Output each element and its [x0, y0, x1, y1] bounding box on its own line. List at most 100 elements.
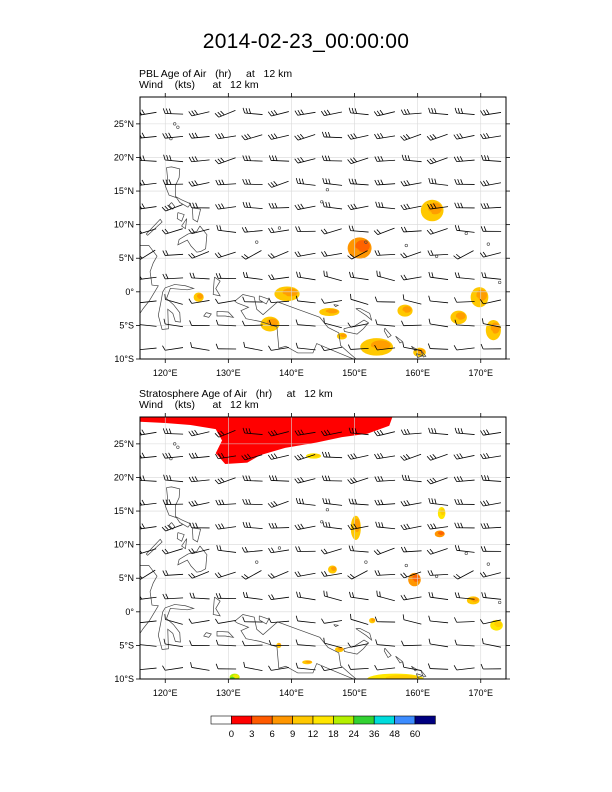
wind-barb: [242, 178, 263, 185]
wind-barb: [348, 178, 369, 186]
wind-barb: [374, 179, 396, 186]
wind-barb: [428, 427, 449, 435]
wind-barb: [481, 154, 502, 162]
wind-barb: [481, 272, 502, 280]
wind-barb: [162, 665, 184, 671]
wind-barb: [400, 274, 422, 281]
wind-barb: [162, 593, 184, 600]
coastline: [383, 327, 392, 338]
wind-barb: [162, 250, 184, 256]
wind-barb: [267, 500, 289, 508]
wind-barb: [242, 427, 263, 435]
island: [498, 280, 502, 285]
wind-barb: [376, 590, 395, 602]
colorbar-swatch: [210, 715, 232, 725]
coastline: [234, 294, 357, 359]
wind-barb: [215, 663, 237, 670]
wind-barb: [188, 180, 210, 187]
wind-barb: [140, 300, 157, 304]
y-tick-label: 20°N: [114, 152, 134, 162]
wind-barb: [376, 270, 395, 282]
wind-barb: [215, 273, 237, 279]
wind-barb: [321, 298, 343, 304]
wind-barb: [320, 429, 342, 436]
colorbar-swatch: [394, 715, 416, 725]
wind-barb: [294, 203, 316, 210]
wind-barb: [374, 475, 396, 482]
wind-barb: [480, 202, 502, 209]
wind-barb: [268, 594, 290, 600]
y-tick-label: 25°N: [114, 119, 134, 129]
wind-barb: [348, 498, 369, 506]
wind-barb: [374, 665, 396, 671]
coastline: [420, 350, 427, 358]
island: [464, 231, 468, 235]
wind-barb: [214, 157, 236, 165]
wind-barb: [322, 521, 343, 530]
x-tick-label: 160°E: [405, 368, 430, 378]
wind-barb: [140, 274, 157, 280]
wind-barb: [400, 453, 422, 461]
wind-barb: [347, 157, 369, 165]
wind-barb: [480, 546, 502, 552]
wind-barb: [323, 637, 342, 649]
coastline: [168, 202, 176, 210]
wind-barb: [454, 225, 475, 233]
wind-barb: [454, 592, 475, 600]
wind-barb: [267, 180, 289, 188]
wind-barb: [347, 133, 369, 140]
age-blob: [229, 673, 240, 679]
wind-barb: [321, 451, 343, 459]
wind-barb: [321, 571, 343, 577]
wind-barb: [188, 156, 210, 163]
coastline: [395, 335, 404, 344]
wind-barb: [401, 474, 422, 483]
coastline: [216, 630, 235, 638]
wind-barb: [214, 477, 236, 485]
wind-barb: [400, 594, 422, 601]
age-blob: [360, 338, 394, 356]
wind-barb: [164, 614, 183, 625]
x-tick-label: 170°E: [468, 688, 493, 698]
coastline: [420, 670, 427, 678]
wind-barb: [479, 571, 501, 578]
wind-barb: [214, 110, 236, 118]
wind-barb: [427, 523, 449, 530]
y-tick-label: 10°S: [114, 674, 134, 684]
wind-barb: [350, 613, 369, 625]
coastline: [416, 673, 424, 679]
wind-barb: [268, 665, 290, 671]
wind-barb: [400, 109, 422, 115]
wind-barb: [163, 154, 184, 163]
y-tick-label: 0°: [125, 287, 134, 297]
wind-barb: [374, 132, 396, 140]
wind-barb: [347, 523, 369, 530]
wind-barb: [268, 640, 290, 646]
wind-barb: [374, 499, 396, 506]
coastline: [164, 166, 192, 208]
wind-barb: [402, 294, 422, 305]
wind-barb: [189, 272, 210, 280]
colorbar-swatch: [414, 715, 436, 725]
island: [404, 243, 408, 248]
wind-barb: [322, 497, 343, 506]
wind-barb: [321, 475, 343, 482]
x-tick-label: 140°E: [279, 688, 304, 698]
wind-barb: [268, 345, 290, 351]
wind-barb: [242, 521, 263, 529]
wind-barb: [481, 318, 502, 328]
wind-barb: [215, 343, 237, 350]
wind-barb: [402, 341, 422, 351]
age-blob: [193, 292, 204, 302]
panel-2-frame: [139, 416, 507, 680]
wind-barb: [242, 498, 263, 505]
wind-barb: [189, 320, 210, 326]
wind-barb: [268, 522, 290, 529]
wind-barb: [321, 665, 343, 672]
coastline: [145, 538, 163, 556]
age-blob: [397, 304, 413, 317]
coastline: [212, 276, 221, 297]
colorbar-label: 18: [328, 729, 339, 740]
wind-barb: [295, 342, 316, 351]
wind-barb: [243, 661, 263, 671]
